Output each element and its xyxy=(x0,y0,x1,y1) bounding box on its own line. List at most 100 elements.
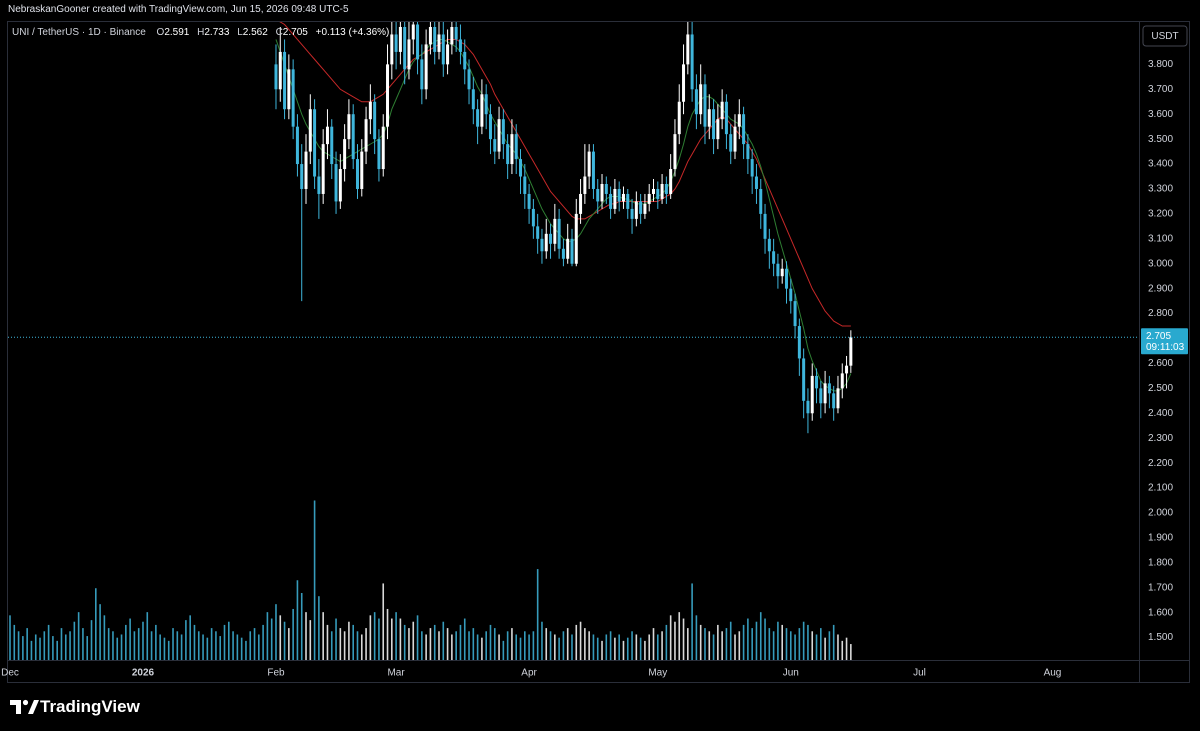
candle-body xyxy=(712,109,716,140)
volume-bar xyxy=(90,620,93,660)
candle-body xyxy=(634,201,638,219)
x-tick-label: May xyxy=(648,668,667,679)
candle-body xyxy=(737,114,741,127)
volume-bar xyxy=(288,628,290,660)
candle-body xyxy=(746,144,750,160)
candle-body xyxy=(411,24,415,40)
volume-bar xyxy=(395,612,397,660)
volume-bar xyxy=(249,631,252,660)
volume-bar xyxy=(421,631,423,660)
volume-bar xyxy=(558,637,560,660)
currency-box[interactable] xyxy=(1142,25,1188,47)
volume-bar xyxy=(206,637,209,660)
candle-body xyxy=(600,183,604,202)
candle-body xyxy=(437,34,441,52)
candle-body xyxy=(647,193,651,204)
x-tick-label: Apr xyxy=(521,668,537,679)
volume-bar xyxy=(172,628,174,660)
volume-bar xyxy=(408,628,410,660)
volume-bar xyxy=(712,634,715,660)
candle-body xyxy=(849,337,853,366)
y-tick-label: 2.400 xyxy=(1148,408,1173,419)
volume-bar xyxy=(571,634,573,660)
volume-bar xyxy=(378,618,380,660)
volume-bar xyxy=(343,631,346,660)
volume-bar xyxy=(729,621,732,660)
volume-bar xyxy=(738,631,741,660)
volume-bar xyxy=(802,621,805,660)
volume-bar xyxy=(180,634,183,660)
volume-bar xyxy=(665,624,668,660)
candle-body xyxy=(514,134,518,160)
volume-bar xyxy=(107,628,110,660)
candle-body xyxy=(446,44,450,65)
candle-body xyxy=(763,213,767,239)
volume-bar xyxy=(734,634,736,660)
volume-bar xyxy=(232,631,234,660)
volume-bar xyxy=(639,637,642,660)
volume-bar xyxy=(270,618,273,660)
volume-bar xyxy=(837,634,839,660)
volume-bar xyxy=(485,631,487,660)
volume-bar xyxy=(751,628,753,660)
volume-bar xyxy=(596,637,599,660)
candle-body xyxy=(295,126,299,165)
candle-body xyxy=(656,188,660,199)
candle-body xyxy=(570,238,574,264)
candle-body xyxy=(416,24,420,60)
volume-bar xyxy=(283,621,286,660)
volume-bar xyxy=(807,624,809,660)
volume-layer xyxy=(9,500,852,660)
candle-body xyxy=(780,268,784,277)
candle-body xyxy=(433,26,437,52)
candle-body xyxy=(797,326,801,359)
candle-body xyxy=(682,64,686,102)
logo-mark xyxy=(28,700,39,714)
candle-body xyxy=(767,238,771,252)
candle-body xyxy=(579,193,583,214)
last-price-box xyxy=(1141,328,1188,355)
logo-mark xyxy=(10,700,21,714)
candle-body xyxy=(454,26,458,40)
volume-bar xyxy=(13,624,16,660)
ohlc-value: 2.591 xyxy=(164,27,190,38)
currency[interactable]: USDT xyxy=(1151,31,1178,42)
candle-body xyxy=(321,144,325,194)
candle-body xyxy=(716,119,720,140)
volume-bar xyxy=(691,583,693,660)
candle-body xyxy=(703,84,707,127)
axis-layer: 1.500 1.600 1.700 1.800 1.900 2.000 2.100 2.200… xyxy=(1,59,1188,679)
volume-bar xyxy=(369,615,372,660)
volume-bar xyxy=(777,621,779,660)
volume-bar xyxy=(155,624,157,660)
candle-body xyxy=(540,238,544,252)
volume-bar xyxy=(845,637,848,660)
ohlc-value: 2.562 xyxy=(242,27,268,38)
candle-body xyxy=(823,383,827,404)
volume-bar xyxy=(815,634,818,660)
candle-body xyxy=(759,188,763,214)
candle-body xyxy=(613,188,617,209)
volume-bar xyxy=(828,631,831,660)
volume-bar xyxy=(575,624,578,660)
volume-bar xyxy=(742,624,745,660)
volume-bar xyxy=(592,634,595,660)
volume-bar xyxy=(674,621,676,660)
volume-bar xyxy=(468,631,470,660)
volume-bar xyxy=(382,583,385,660)
candle-body xyxy=(609,193,613,209)
change: +0.113 (+4.36%) xyxy=(315,27,390,38)
y-tick-label: 3.100 xyxy=(1148,233,1173,244)
y-tick-label: 2.900 xyxy=(1148,283,1173,294)
volume-bar xyxy=(687,628,689,660)
candle-body xyxy=(827,383,831,394)
candle-body xyxy=(845,365,849,374)
volume-bar xyxy=(386,608,389,660)
y-tick-label: 3.500 xyxy=(1148,134,1173,145)
candle-body xyxy=(840,373,844,389)
volume-bar xyxy=(43,631,46,660)
volume-bar xyxy=(781,624,783,660)
volume-bar xyxy=(227,621,230,660)
candle-body xyxy=(424,44,428,90)
volume-bar xyxy=(399,618,402,660)
